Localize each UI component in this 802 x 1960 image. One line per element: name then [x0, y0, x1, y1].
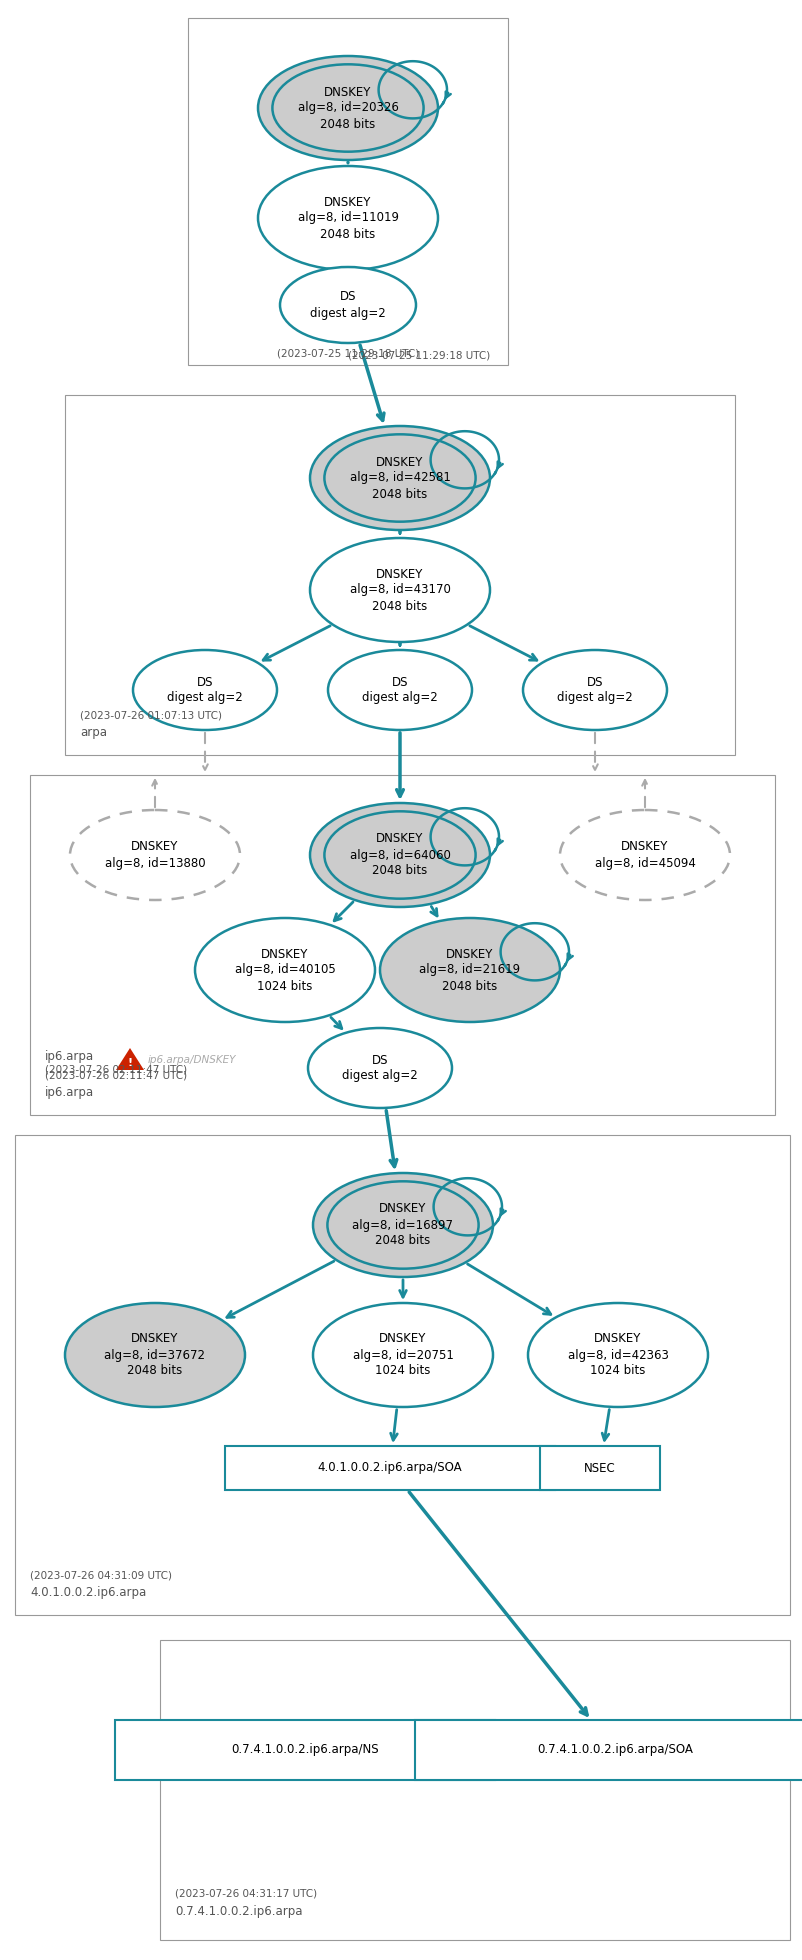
FancyBboxPatch shape: [415, 1721, 802, 1780]
Bar: [160, 1641, 789, 1940]
Ellipse shape: [310, 537, 489, 643]
Ellipse shape: [257, 57, 437, 161]
Ellipse shape: [522, 651, 666, 729]
Bar: [30, 774, 774, 1115]
Text: 4.0.1.0.0.2.ip6.arpa: 4.0.1.0.0.2.ip6.arpa: [30, 1586, 146, 1599]
Ellipse shape: [310, 425, 489, 529]
Text: 0.7.4.1.0.0.2.ip6.arpa: 0.7.4.1.0.0.2.ip6.arpa: [175, 1905, 302, 1919]
Ellipse shape: [327, 1182, 478, 1268]
Text: ip6.arpa/DNSKEY: ip6.arpa/DNSKEY: [148, 1054, 237, 1064]
Ellipse shape: [272, 65, 423, 151]
Text: !: !: [128, 1058, 132, 1068]
FancyBboxPatch shape: [539, 1446, 659, 1490]
Text: ip6.arpa: ip6.arpa: [45, 1086, 94, 1100]
Ellipse shape: [324, 435, 475, 521]
Text: DNSKEY
alg=8, id=20751
1024 bits: DNSKEY alg=8, id=20751 1024 bits: [352, 1333, 453, 1378]
Text: DNSKEY
alg=8, id=37672
2048 bits: DNSKEY alg=8, id=37672 2048 bits: [104, 1333, 205, 1378]
Ellipse shape: [528, 1303, 707, 1407]
Text: DNSKEY
alg=8, id=11019
2048 bits: DNSKEY alg=8, id=11019 2048 bits: [297, 196, 398, 241]
Text: DNSKEY
alg=8, id=64060
2048 bits: DNSKEY alg=8, id=64060 2048 bits: [349, 833, 450, 878]
Text: 0.7.4.1.0.0.2.ip6.arpa/SOA: 0.7.4.1.0.0.2.ip6.arpa/SOA: [537, 1744, 692, 1756]
Text: arpa: arpa: [80, 725, 107, 739]
Text: (2023-07-26 04:31:09 UTC): (2023-07-26 04:31:09 UTC): [30, 1570, 172, 1580]
Ellipse shape: [313, 1172, 492, 1278]
FancyBboxPatch shape: [225, 1446, 554, 1490]
Text: DNSKEY
alg=8, id=21619
2048 bits: DNSKEY alg=8, id=21619 2048 bits: [419, 947, 520, 992]
Text: DS
digest alg=2: DS digest alg=2: [362, 676, 437, 704]
Ellipse shape: [559, 809, 729, 900]
Bar: [65, 396, 734, 755]
Text: DNSKEY
alg=8, id=45094: DNSKEY alg=8, id=45094: [593, 841, 695, 870]
Bar: [15, 1135, 789, 1615]
Ellipse shape: [313, 1303, 492, 1407]
Text: 4.0.1.0.0.2.ip6.arpa/SOA: 4.0.1.0.0.2.ip6.arpa/SOA: [318, 1462, 462, 1474]
Text: (2023-07-26 02:11:47 UTC): (2023-07-26 02:11:47 UTC): [45, 1064, 187, 1074]
Text: DNSKEY
alg=8, id=42363
1024 bits: DNSKEY alg=8, id=42363 1024 bits: [567, 1333, 667, 1378]
Text: 0.7.4.1.0.0.2.ip6.arpa/NS: 0.7.4.1.0.0.2.ip6.arpa/NS: [231, 1744, 379, 1756]
Polygon shape: [115, 1049, 144, 1070]
Ellipse shape: [65, 1303, 245, 1407]
Text: DS
digest alg=2: DS digest alg=2: [310, 290, 386, 319]
Text: DNSKEY
alg=8, id=20326
2048 bits: DNSKEY alg=8, id=20326 2048 bits: [298, 86, 398, 131]
Ellipse shape: [257, 167, 437, 270]
Ellipse shape: [324, 811, 475, 900]
Text: NSEC: NSEC: [583, 1462, 615, 1474]
Ellipse shape: [327, 651, 472, 729]
Text: ip6.arpa: ip6.arpa: [45, 1051, 94, 1062]
Text: DNSKEY
alg=8, id=42581
2048 bits: DNSKEY alg=8, id=42581 2048 bits: [349, 455, 450, 500]
Ellipse shape: [195, 917, 375, 1021]
Ellipse shape: [308, 1027, 452, 1107]
Bar: [188, 18, 508, 365]
Text: DS
digest alg=2: DS digest alg=2: [557, 676, 632, 704]
Ellipse shape: [70, 809, 240, 900]
Ellipse shape: [133, 651, 277, 729]
Ellipse shape: [379, 917, 559, 1021]
Text: (2023-07-25 11:29:18 UTC): (2023-07-25 11:29:18 UTC): [347, 351, 490, 361]
Ellipse shape: [310, 804, 489, 907]
Text: (2023-07-26 02:11:47 UTC): (2023-07-26 02:11:47 UTC): [45, 1070, 187, 1080]
Text: DS
digest alg=2: DS digest alg=2: [342, 1053, 417, 1082]
Ellipse shape: [280, 267, 415, 343]
Text: DNSKEY
alg=8, id=43170
2048 bits: DNSKEY alg=8, id=43170 2048 bits: [349, 568, 450, 612]
FancyBboxPatch shape: [115, 1721, 494, 1780]
Text: (2023-07-26 04:31:17 UTC): (2023-07-26 04:31:17 UTC): [175, 1887, 317, 1897]
Text: DNSKEY
alg=8, id=13880: DNSKEY alg=8, id=13880: [104, 841, 205, 870]
Text: DS
digest alg=2: DS digest alg=2: [167, 676, 242, 704]
Text: DNSKEY
alg=8, id=16897
2048 bits: DNSKEY alg=8, id=16897 2048 bits: [352, 1203, 453, 1247]
Text: DNSKEY
alg=8, id=40105
1024 bits: DNSKEY alg=8, id=40105 1024 bits: [234, 947, 335, 992]
Text: (2023-07-26 01:07:13 UTC): (2023-07-26 01:07:13 UTC): [80, 710, 221, 719]
Text: (2023-07-25 11:29:18 UTC): (2023-07-25 11:29:18 UTC): [277, 349, 419, 359]
